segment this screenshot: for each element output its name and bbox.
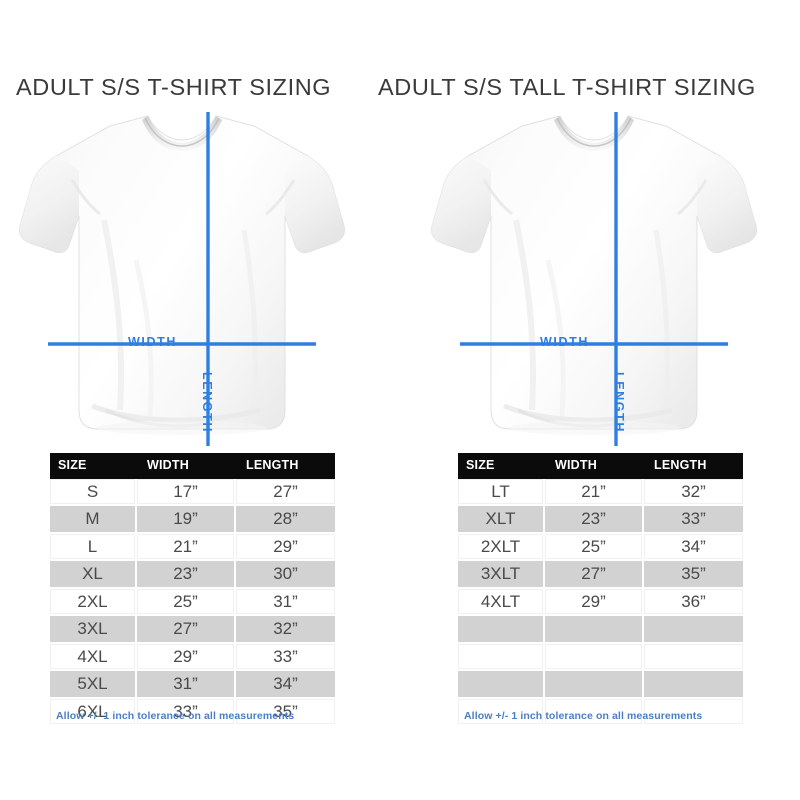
cell-size: 3XL xyxy=(50,615,137,644)
cell-width: 31” xyxy=(136,670,236,699)
table-row-empty xyxy=(458,615,743,644)
cell-size: 2XLT xyxy=(458,532,545,561)
size-table-adult: SIZE WIDTH LENGTH S 17” 27” M 19” 28” L xyxy=(50,453,335,726)
column-header-width: WIDTH xyxy=(544,453,643,479)
table-row: 4XLT 29” 36” xyxy=(458,587,743,616)
cell-length: 31” xyxy=(235,587,335,616)
cell-size: 2XL xyxy=(50,587,137,616)
cell-width xyxy=(544,642,644,671)
cell-width: 17” xyxy=(136,478,236,506)
column-header-length: LENGTH xyxy=(643,453,743,479)
cell-width: 19” xyxy=(136,505,236,534)
width-label: WIDTH xyxy=(540,335,589,349)
cell-width xyxy=(544,670,644,699)
cell-length: 34” xyxy=(235,670,335,699)
table-row-empty xyxy=(458,670,743,699)
cell-length xyxy=(643,670,743,699)
cell-length: 33” xyxy=(643,505,743,534)
cell-width: 21” xyxy=(544,478,644,506)
table-row: 4XL 29” 33” xyxy=(50,642,335,671)
cell-size: S xyxy=(50,478,137,506)
cell-length: 32” xyxy=(643,478,743,506)
table-row: L 21” 29” xyxy=(50,532,335,561)
tolerance-footnote: Allow +/- 1 inch tolerance on all measur… xyxy=(464,710,703,722)
length-label: LENGTH xyxy=(200,372,214,433)
cell-length: 27” xyxy=(235,478,335,506)
cell-width: 29” xyxy=(136,642,236,671)
tshirt-icon xyxy=(431,112,757,446)
cell-length: 35” xyxy=(643,560,743,589)
cell-length: 32” xyxy=(235,615,335,644)
cell-size: 6XL xyxy=(50,697,137,726)
cell-size xyxy=(458,615,545,644)
cell-width: 25” xyxy=(544,532,644,561)
cell-length: 34” xyxy=(643,532,743,561)
cell-length xyxy=(643,615,743,644)
tshirt-diagram-adult: WIDTH LENGTH xyxy=(8,110,356,448)
table-row: S 17” 27” xyxy=(50,478,335,506)
cell-size: 3XLT xyxy=(458,560,545,589)
length-label: LENGTH xyxy=(612,372,626,433)
column-header-size: SIZE xyxy=(50,453,136,479)
column-header-length: LENGTH xyxy=(235,453,335,479)
column-header-width: WIDTH xyxy=(136,453,235,479)
table-row: XL 23” 30” xyxy=(50,560,335,589)
cell-size: 4XL xyxy=(50,642,137,671)
cell-length: 29” xyxy=(235,532,335,561)
cell-width: 27” xyxy=(136,615,236,644)
cell-width: 21” xyxy=(136,532,236,561)
cell-width: 25” xyxy=(136,587,236,616)
cell-length: 35” xyxy=(235,697,335,726)
cell-width: 29” xyxy=(544,587,644,616)
table-row: 5XL 31” 34” xyxy=(50,670,335,699)
cell-width: 23” xyxy=(136,560,236,589)
table-row: 2XL 25” 31” xyxy=(50,587,335,616)
size-table-adult-tall: SIZE WIDTH LENGTH LT 21” 32” XLT 23” 33”… xyxy=(458,453,743,726)
cell-width: 27” xyxy=(544,560,644,589)
table-row: LT 21” 32” xyxy=(458,478,743,506)
table-row: M 19” 28” xyxy=(50,505,335,534)
column-header-size: SIZE xyxy=(458,453,544,479)
cell-length: 28” xyxy=(235,505,335,534)
table-row-empty xyxy=(458,642,743,671)
table-row: 3XLT 27” 35” xyxy=(458,560,743,589)
cell-length: 33” xyxy=(235,642,335,671)
cell-size xyxy=(458,697,545,726)
table-header-row: SIZE WIDTH LENGTH xyxy=(458,453,743,479)
panel-adult-sizing: WIDTH LENGTH SIZE WIDTH LENGTH S 17” 27”… xyxy=(8,110,378,730)
cell-width xyxy=(544,697,644,726)
cell-size: 4XLT xyxy=(458,587,545,616)
table-row: XLT 23” 33” xyxy=(458,505,743,534)
cell-length xyxy=(643,697,743,726)
cell-length: 36” xyxy=(643,587,743,616)
page-title-adult: ADULT S/S T-SHIRT SIZING xyxy=(16,74,332,100)
cell-width: 23” xyxy=(544,505,644,534)
panel-adult-tall-sizing: WIDTH LENGTH SIZE WIDTH LENGTH LT 21” 32… xyxy=(420,110,790,730)
width-label: WIDTH xyxy=(128,335,177,349)
tshirt-icon xyxy=(19,112,345,446)
cell-size: M xyxy=(50,505,137,534)
cell-width xyxy=(544,615,644,644)
cell-size xyxy=(458,642,545,671)
tshirt-diagram-adult-tall: WIDTH LENGTH xyxy=(420,110,768,448)
cell-size: XL xyxy=(50,560,137,589)
table-row: 6XL 33” 35” xyxy=(50,697,335,726)
page-title-adult-tall: ADULT S/S TALL T-SHIRT SIZING xyxy=(378,74,756,100)
table-row: 2XLT 25” 34” xyxy=(458,532,743,561)
cell-size xyxy=(458,670,545,699)
table-header-row: SIZE WIDTH LENGTH xyxy=(50,453,335,479)
cell-size: 5XL xyxy=(50,670,137,699)
cell-size: XLT xyxy=(458,505,545,534)
tolerance-footnote: Allow +/- 1 inch tolerance on all measur… xyxy=(56,710,295,722)
cell-length xyxy=(643,642,743,671)
cell-size: L xyxy=(50,532,137,561)
cell-width: 33” xyxy=(136,697,236,726)
cell-size: LT xyxy=(458,478,545,506)
cell-length: 30” xyxy=(235,560,335,589)
table-row-empty xyxy=(458,697,743,726)
table-row: 3XL 27” 32” xyxy=(50,615,335,644)
